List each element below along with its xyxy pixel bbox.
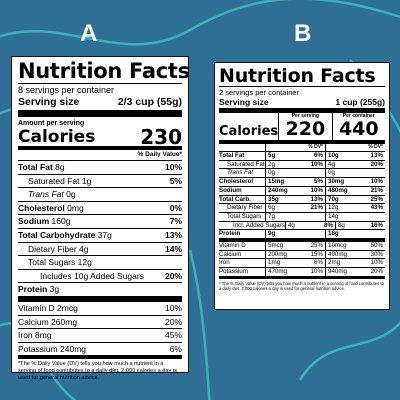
calories-label: Calories: [18, 127, 96, 147]
nutrient-row: Saturated Fat 2g 10% 4g 20%: [219, 160, 385, 170]
nutrient-row: Total Fat 5g 6% 10g 13%: [219, 152, 385, 161]
nutrient-row: Saturated Fat 1g 5%: [18, 175, 182, 189]
nutrient-row: Protein 9g 18g: [219, 230, 385, 243]
calories-row: Calories 230: [18, 125, 182, 150]
nutrition-label-a: Nutrition Facts 8 servings per container…: [11, 56, 190, 381]
serving-size-label: Serving size: [219, 97, 269, 107]
nutrient-row: Includes 10g Added Sugars 20%: [18, 270, 182, 284]
footnote: * The % Daily Value (DV) tells you how m…: [219, 280, 384, 291]
label-title: Nutrition Facts: [219, 65, 376, 87]
daily-value-header: % Daily Value*: [18, 150, 182, 161]
nutrient-row: Sodium 240mg 10% 480mg 21%: [219, 186, 385, 196]
vitamin-row: Vitamin D 5mcg 25% 10mcg 50%: [219, 242, 385, 251]
nutrient-row: Cholesterol 0mg 0%: [18, 202, 182, 216]
nutrient-row: Total Carbohydrate 37g 13%: [18, 229, 182, 243]
serving-size-value: 1 cup (255g): [335, 97, 385, 107]
nutrient-row: Incl. Added Sugars 4g 8% 8g 16%: [219, 221, 385, 231]
nutrient-row: Dietary Fiber 6g 21% 12g 43%: [219, 204, 385, 213]
per-container-header: Per container: [342, 113, 375, 119]
nutrition-label-b: Nutrition Facts 2 servings per container…: [214, 62, 390, 310]
vitamin-row: Calcium 260mg 20%: [18, 316, 182, 330]
nutrient-row: Total Fat 8g 10%: [18, 161, 182, 175]
nutrient-row: Cholesterol 15mg 5% 30mg 10%: [219, 178, 385, 187]
vitamin-row: Iron 1mg 6% 2mg 10%: [219, 259, 385, 269]
servings-per-container: 8 servings per container: [18, 83, 182, 96]
amount-per-serving: Amount per serving: [18, 120, 85, 127]
label-title: Nutrition Facts: [18, 59, 190, 83]
per-serving-header: Per serving: [291, 113, 319, 119]
serving-size-value: 2/3 cup (55g): [117, 96, 182, 108]
servings-per-container: 2 servings per container: [219, 86, 385, 97]
nutrient-row: Total Sugars 7g 14g: [219, 212, 385, 222]
per-container-column: Per container 440: [331, 113, 385, 140]
footnote: *The % Daily Value (DV) tells you how mu…: [18, 361, 177, 382]
vitamin-row: Vitamin D 2mcg 10%: [18, 302, 182, 316]
vitamin-row: Potassium 240mg 6%: [18, 343, 182, 360]
nutrient-row: Total Sugars 12g: [18, 256, 182, 270]
vitamin-row: Potassium 470mg 10% 940mg 20%: [219, 268, 385, 279]
calories-label: Calories: [219, 124, 279, 139]
vitamin-row: Iron 8mg 45%: [18, 329, 182, 343]
nutrient-row: Trans Fat 0g: [18, 188, 182, 202]
per-serving-column: Per serving 220: [278, 113, 331, 140]
serving-size-row: Serving size 2/3 cup (55g): [18, 96, 182, 117]
per-container-calories: 440: [338, 118, 379, 140]
calories-row: Calories Per serving 220 Per container 4…: [219, 113, 385, 144]
nutrient-row: Sodium 160g 7%: [18, 215, 182, 229]
daily-value-header: % DV* % DV*: [219, 144, 385, 152]
panel-b-letter: B: [294, 20, 312, 47]
vitamin-row: Calcium 200mg 15% 400mg 30%: [219, 250, 385, 260]
serving-size-row: Serving size 1 cup (255g): [219, 97, 385, 113]
serving-size-label: Serving size: [18, 96, 80, 108]
panel-a-letter: A: [80, 20, 98, 47]
calories-value: 230: [140, 125, 182, 149]
per-serving-calories: 220: [285, 118, 326, 140]
nutrient-row: Dietary Fiber 4g 14%: [18, 243, 182, 257]
nutrient-row: Total Carb. 35g 13% 70g 25%: [219, 195, 385, 205]
nutrient-row: Protein 3g: [18, 283, 182, 302]
nutrient-row: Trans Fat 0g 0g: [219, 169, 385, 179]
